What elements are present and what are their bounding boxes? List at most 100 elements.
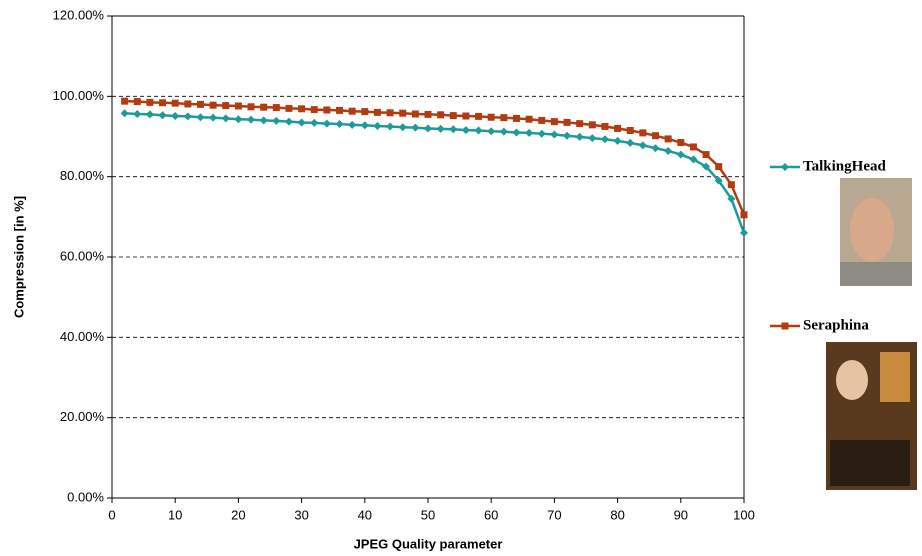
y-tick-label: 100.00% <box>53 88 105 103</box>
x-tick-label: 60 <box>484 507 498 522</box>
data-point <box>512 128 521 137</box>
data-point <box>614 124 622 132</box>
data-point <box>209 101 217 109</box>
data-point <box>121 97 129 105</box>
data-point <box>284 117 293 126</box>
legend-label: Seraphina <box>803 317 869 333</box>
x-axis-title: JPEG Quality parameter <box>354 536 503 551</box>
data-point <box>285 104 293 112</box>
data-point <box>500 114 508 122</box>
data-point <box>348 120 357 129</box>
x-tick-label: 50 <box>421 507 435 522</box>
data-point <box>159 99 167 107</box>
data-point <box>297 118 306 127</box>
data-point <box>576 120 584 128</box>
series-line <box>124 111 746 234</box>
data-point <box>158 111 167 120</box>
data-point <box>310 106 318 114</box>
data-point <box>171 99 179 107</box>
data-point <box>221 114 230 123</box>
legend-label: TalkingHead <box>803 158 886 174</box>
x-tick-label: 40 <box>358 507 372 522</box>
data-point <box>120 109 129 118</box>
y-tick-label: 0.00% <box>67 489 104 504</box>
data-point <box>664 146 673 155</box>
x-tick-label: 100 <box>733 507 755 522</box>
data-point <box>323 106 331 114</box>
data-point <box>588 134 597 143</box>
data-point <box>652 132 660 140</box>
data-point <box>399 109 407 117</box>
data-point <box>676 150 685 159</box>
data-point <box>259 116 268 125</box>
data-point <box>361 108 369 116</box>
data-point <box>411 123 420 132</box>
data-point <box>373 108 381 116</box>
data-point <box>461 126 470 135</box>
data-point <box>639 129 647 137</box>
data-point <box>386 122 395 131</box>
data-point <box>499 127 508 136</box>
data-point <box>613 136 622 145</box>
data-point <box>348 107 356 115</box>
data-point <box>550 118 558 126</box>
data-point <box>411 110 419 118</box>
data-point <box>714 176 723 185</box>
data-point <box>424 124 432 133</box>
data-point <box>600 135 609 144</box>
y-tick-label: 40.00% <box>60 329 105 344</box>
x-tick-label: 70 <box>547 507 561 522</box>
data-point <box>638 141 647 150</box>
data-point <box>322 119 331 128</box>
data-point <box>727 194 736 203</box>
data-point <box>272 116 281 125</box>
data-point <box>133 110 142 119</box>
data-point <box>702 151 710 159</box>
data-point <box>588 121 596 129</box>
data-point <box>222 102 230 110</box>
photo-seraphina <box>826 342 917 490</box>
data-point <box>664 135 672 143</box>
x-tick-label: 80 <box>610 507 624 522</box>
x-tick-label: 90 <box>674 507 688 522</box>
data-point <box>563 131 572 140</box>
data-point <box>449 125 458 134</box>
data-point <box>437 111 445 119</box>
data-point <box>424 110 432 118</box>
data-point <box>538 116 546 124</box>
data-point <box>336 106 344 114</box>
y-tick-label: 120.00% <box>53 7 105 22</box>
data-point <box>689 143 697 151</box>
x-tick-label: 20 <box>231 507 245 522</box>
data-point <box>740 228 748 237</box>
data-point <box>171 112 180 121</box>
data-point <box>436 124 445 133</box>
data-point <box>550 130 559 139</box>
data-point <box>702 162 711 171</box>
data-point <box>247 103 255 111</box>
data-point <box>386 109 394 117</box>
data-point <box>184 100 192 108</box>
data-point <box>298 105 306 113</box>
data-point <box>183 112 192 121</box>
data-point <box>209 113 218 122</box>
data-point <box>525 115 533 123</box>
data-point <box>234 115 243 124</box>
data-point <box>677 139 685 147</box>
data-point <box>626 138 635 147</box>
data-point <box>133 98 141 106</box>
data-point <box>512 114 520 122</box>
data-point <box>373 122 382 131</box>
data-point <box>462 112 470 120</box>
x-tick-label: 0 <box>108 507 115 522</box>
data-point <box>360 121 369 130</box>
data-point <box>475 112 483 120</box>
data-point <box>651 144 660 153</box>
data-point <box>689 155 698 164</box>
data-point <box>196 113 205 122</box>
legend-marker <box>781 322 789 330</box>
data-point <box>626 126 634 134</box>
data-point <box>474 126 483 135</box>
legend-marker <box>781 163 789 171</box>
